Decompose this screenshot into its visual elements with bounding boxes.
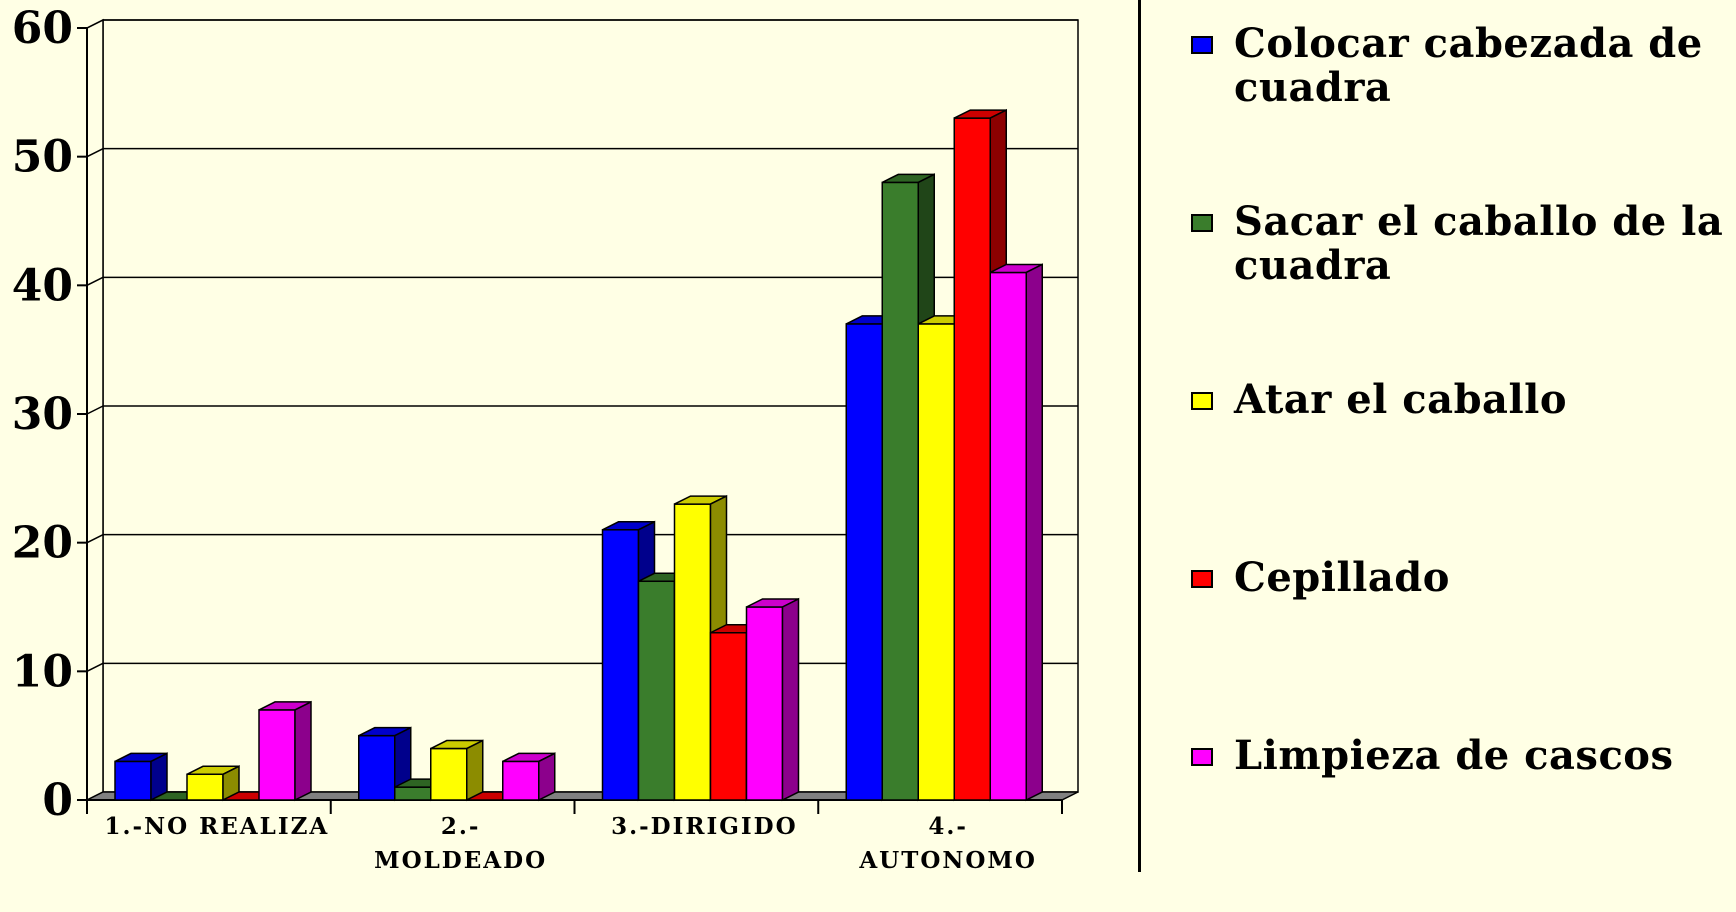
gridline-side xyxy=(86,276,104,287)
bar-2-1 xyxy=(430,747,468,801)
y-tick-label: 20 xyxy=(12,518,73,569)
legend-label-3: Cepillado xyxy=(1234,554,1450,601)
gridline-side xyxy=(86,147,104,158)
y-tick-label: 10 xyxy=(12,646,73,697)
legend-swatch-2 xyxy=(1191,392,1213,410)
bar-2-2 xyxy=(673,503,712,801)
bar-0-3 xyxy=(845,323,883,801)
legend-label-0: Colocar cabezada de cuadra xyxy=(1234,20,1703,111)
x-category-label-3: 4.- xyxy=(928,813,968,840)
gridline-side xyxy=(86,405,104,415)
y-tick-label: 30 xyxy=(12,389,73,440)
x-category-label-2: 3.-DIRIGIDO xyxy=(611,813,798,840)
bar-4-2 xyxy=(745,606,784,801)
bar-0-2 xyxy=(601,529,640,801)
y-tick-label: 50 xyxy=(12,132,73,183)
legend-item-3: Cepillado xyxy=(1188,556,1736,734)
bar-side-2-1 xyxy=(466,739,484,802)
legend-swatch-0 xyxy=(1191,36,1213,54)
bar-3-2 xyxy=(709,631,748,801)
bar-1-1 xyxy=(394,786,432,801)
y-tick-label: 40 xyxy=(12,260,73,311)
bar-0-0 xyxy=(114,760,152,801)
bar-4-1 xyxy=(502,760,540,801)
legend-label-4: Limpieza de cascos xyxy=(1234,732,1674,779)
x-category-label-0: 1.-NO REALIZA xyxy=(105,813,330,840)
gridline-side xyxy=(86,19,104,29)
y-tick-label: 60 xyxy=(12,3,73,54)
bar-chart: 0 10 20 30 40 50 60 1.-NO REALIZA 2.- MOLDEADO 3.-… xyxy=(12,3,1079,872)
legend-label-2: Atar el caballo xyxy=(1234,376,1568,423)
bar-2-0 xyxy=(186,773,224,801)
bar-1-2 xyxy=(637,580,676,801)
bar-3-3 xyxy=(953,117,991,801)
legend-item-2: Atar el caballo xyxy=(1188,378,1736,556)
legend: Colocar cabezada de cuadra Sacar el caba… xyxy=(1188,22,1736,912)
legend-item-1: Sacar el caballo de la cuadra xyxy=(1188,200,1736,378)
x-category-label-1: MOLDEADO xyxy=(374,847,547,872)
bar-side-4-3 xyxy=(1025,263,1043,802)
gridline-side xyxy=(86,533,104,544)
bar-1-3 xyxy=(881,181,919,801)
legend-swatch-3 xyxy=(1191,570,1213,588)
x-category-label-3: AUTONOMO xyxy=(858,847,1037,872)
legend-swatch-4 xyxy=(1191,748,1213,766)
y-tick-label: 0 xyxy=(42,775,73,826)
bar-side-4-1 xyxy=(538,752,556,802)
bar-side-4-0 xyxy=(294,700,312,802)
bar-2-3 xyxy=(917,323,955,801)
legend-item-4: Limpieza de cascos xyxy=(1188,734,1736,912)
legend-label-1: Sacar el caballo de la cuadra xyxy=(1234,198,1724,289)
gridline-side xyxy=(86,662,104,673)
x-category-label-1: 2.- xyxy=(441,813,481,840)
bar-0-1 xyxy=(358,734,396,801)
bar-side-4-2 xyxy=(781,597,800,802)
legend-item-0: Colocar cabezada de cuadra xyxy=(1188,22,1736,200)
legend-swatch-1 xyxy=(1191,214,1213,232)
divider-line xyxy=(1138,0,1141,872)
bar-4-0 xyxy=(258,709,296,801)
bar-4-3 xyxy=(989,271,1027,801)
